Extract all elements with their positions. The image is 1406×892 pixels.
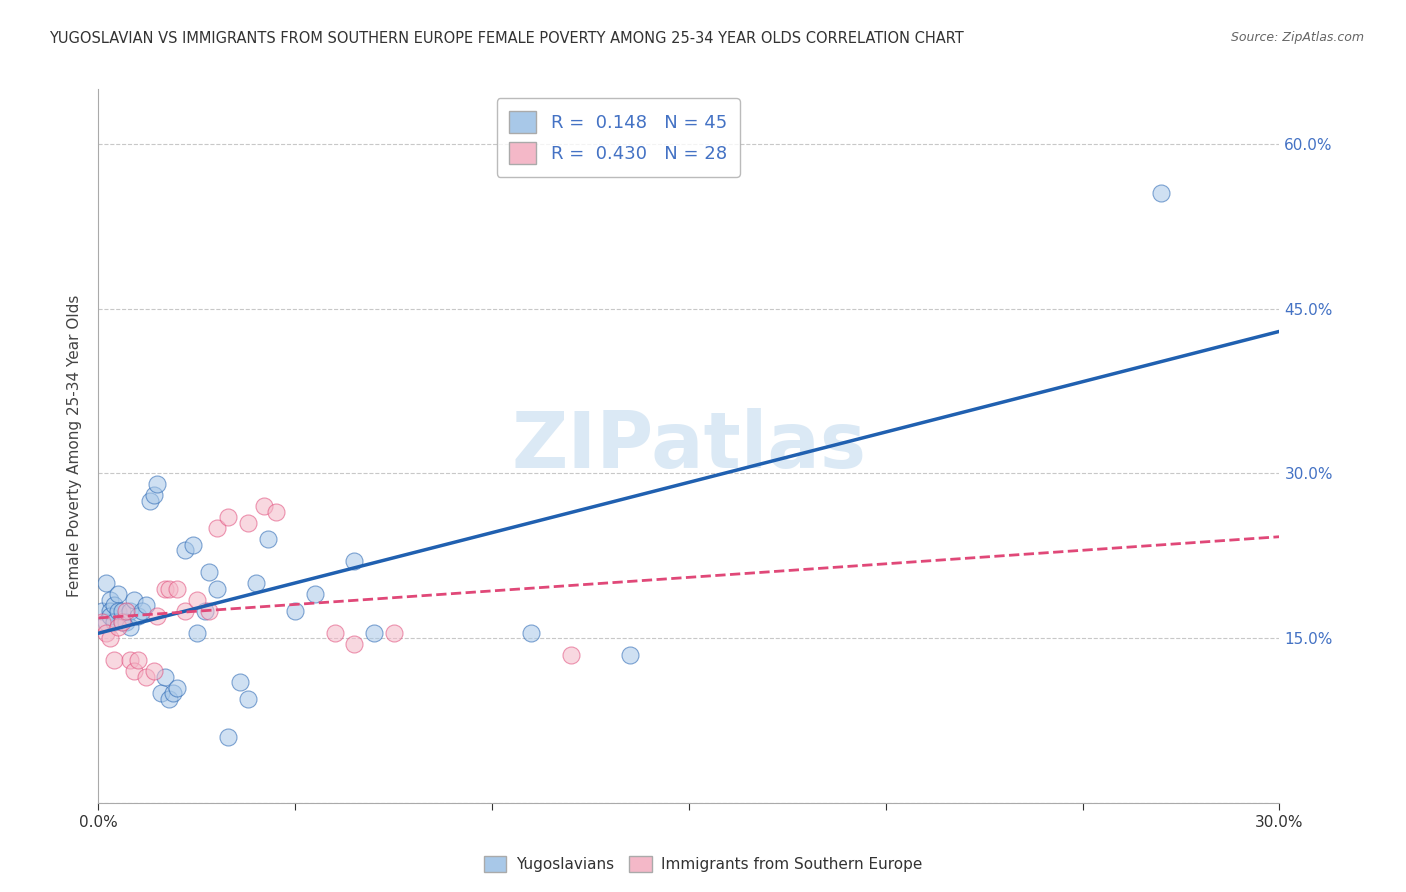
Point (115, 615, 138, 629)
Point (284, 604, 307, 618)
Point (115, 604, 138, 618)
Point (157, 691, 180, 706)
Point (166, 582, 188, 596)
Point (217, 510, 239, 524)
Text: Source: ZipAtlas.com: Source: ZipAtlas.com (1230, 31, 1364, 45)
Point (304, 587, 326, 601)
Point (520, 625, 543, 640)
Point (174, 604, 197, 618)
Point (146, 477, 169, 491)
Point (560, 648, 582, 662)
Point (118, 620, 141, 634)
Point (127, 609, 149, 624)
Point (111, 604, 134, 618)
Point (111, 615, 134, 629)
Point (256, 533, 278, 547)
Y-axis label: Female Poverty Among 25-34 Year Olds: Female Poverty Among 25-34 Year Olds (67, 295, 83, 597)
Point (186, 592, 208, 607)
Point (96, 615, 118, 629)
Point (103, 598, 125, 612)
Point (91, 604, 114, 618)
Point (253, 500, 276, 514)
Point (155, 669, 177, 683)
Point (96, 576, 118, 591)
Point (174, 543, 197, 558)
Point (98, 631, 121, 645)
Point (146, 609, 169, 624)
Point (343, 554, 366, 568)
Point (217, 730, 239, 744)
Point (197, 604, 219, 618)
Point (122, 664, 145, 678)
Point (142, 664, 165, 678)
Point (1150, 186, 1173, 201)
Point (107, 587, 129, 601)
Point (103, 615, 125, 629)
Point (162, 686, 184, 700)
Point (103, 653, 125, 667)
Point (96, 625, 118, 640)
Point (150, 686, 173, 700)
Point (98, 604, 121, 618)
Point (245, 576, 267, 591)
Point (363, 625, 385, 640)
Point (155, 582, 177, 596)
Point (264, 505, 287, 519)
Point (205, 521, 228, 535)
Point (98, 592, 121, 607)
Text: YUGOSLAVIAN VS IMMIGRANTS FROM SOUTHERN EUROPE FEMALE POVERTY AMONG 25-34 YEAR O: YUGOSLAVIAN VS IMMIGRANTS FROM SOUTHERN … (49, 31, 965, 46)
Point (236, 516, 259, 530)
Point (91, 615, 114, 629)
Point (323, 625, 346, 640)
Point (135, 598, 157, 612)
Point (118, 653, 141, 667)
Legend: Yugoslavians, Immigrants from Southern Europe: Yugoslavians, Immigrants from Southern E… (475, 848, 931, 880)
Point (236, 691, 259, 706)
Point (382, 625, 405, 640)
Point (111, 615, 134, 629)
Point (619, 648, 641, 662)
Point (166, 681, 188, 695)
Point (138, 494, 160, 508)
Point (194, 604, 217, 618)
Point (107, 620, 129, 634)
Point (142, 488, 165, 502)
Point (181, 538, 204, 552)
Point (127, 653, 149, 667)
Point (157, 582, 180, 596)
Point (131, 604, 153, 618)
Point (186, 625, 208, 640)
Point (229, 675, 252, 690)
Point (197, 566, 219, 580)
Point (122, 592, 145, 607)
Point (118, 604, 141, 618)
Point (135, 669, 157, 683)
Point (98, 609, 121, 624)
Point (107, 604, 129, 618)
Point (205, 582, 228, 596)
Legend: R =  0.148   N = 45, R =  0.430   N = 28: R = 0.148 N = 45, R = 0.430 N = 28 (496, 98, 740, 177)
Text: ZIPatlas: ZIPatlas (512, 408, 866, 484)
Point (343, 637, 366, 651)
